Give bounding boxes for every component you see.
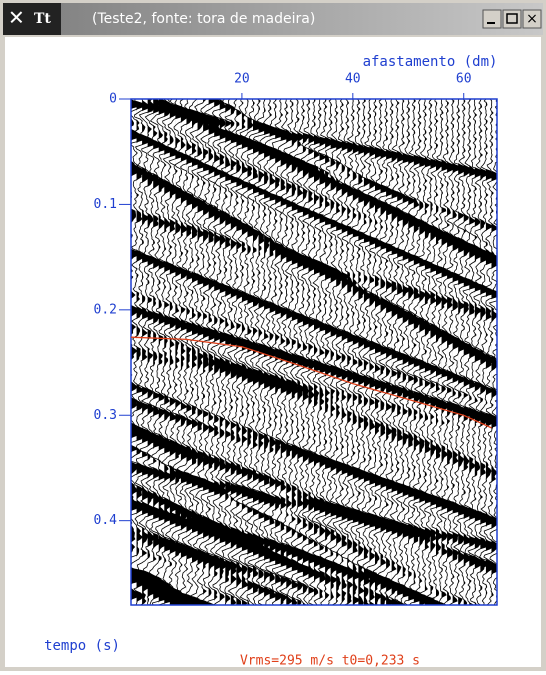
- minimize-button[interactable]: [483, 10, 501, 28]
- window-title: (Teste2, fonte: tora de madeira): [92, 11, 315, 27]
- window: ✕ Tt (Teste2, fonte: tora de madeira) × …: [0, 0, 546, 671]
- x-tick-label: 60: [456, 72, 472, 87]
- y-tick-label: 0: [109, 92, 117, 107]
- x-logo: ✕: [8, 6, 25, 30]
- maximize-button[interactable]: [503, 10, 521, 28]
- x-tick-label: 20: [234, 72, 250, 87]
- close-glyph: ×: [526, 11, 538, 27]
- y-axis-label: tempo (s): [44, 638, 120, 654]
- x-axis-label: afastamento (dm): [363, 54, 498, 70]
- y-tick-label: 0.2: [94, 302, 117, 317]
- y-tick-label: 0.3: [94, 408, 117, 423]
- y-tick-label: 0.1: [94, 197, 117, 212]
- x-tick-label: 40: [345, 72, 361, 87]
- y-tick-label: 0.4: [94, 513, 118, 528]
- icon-label: Tt: [34, 11, 51, 27]
- window-buttons: ×: [483, 10, 541, 28]
- velocity-annotation: Vrms=295 m/s t0=0,233 s: [240, 654, 420, 669]
